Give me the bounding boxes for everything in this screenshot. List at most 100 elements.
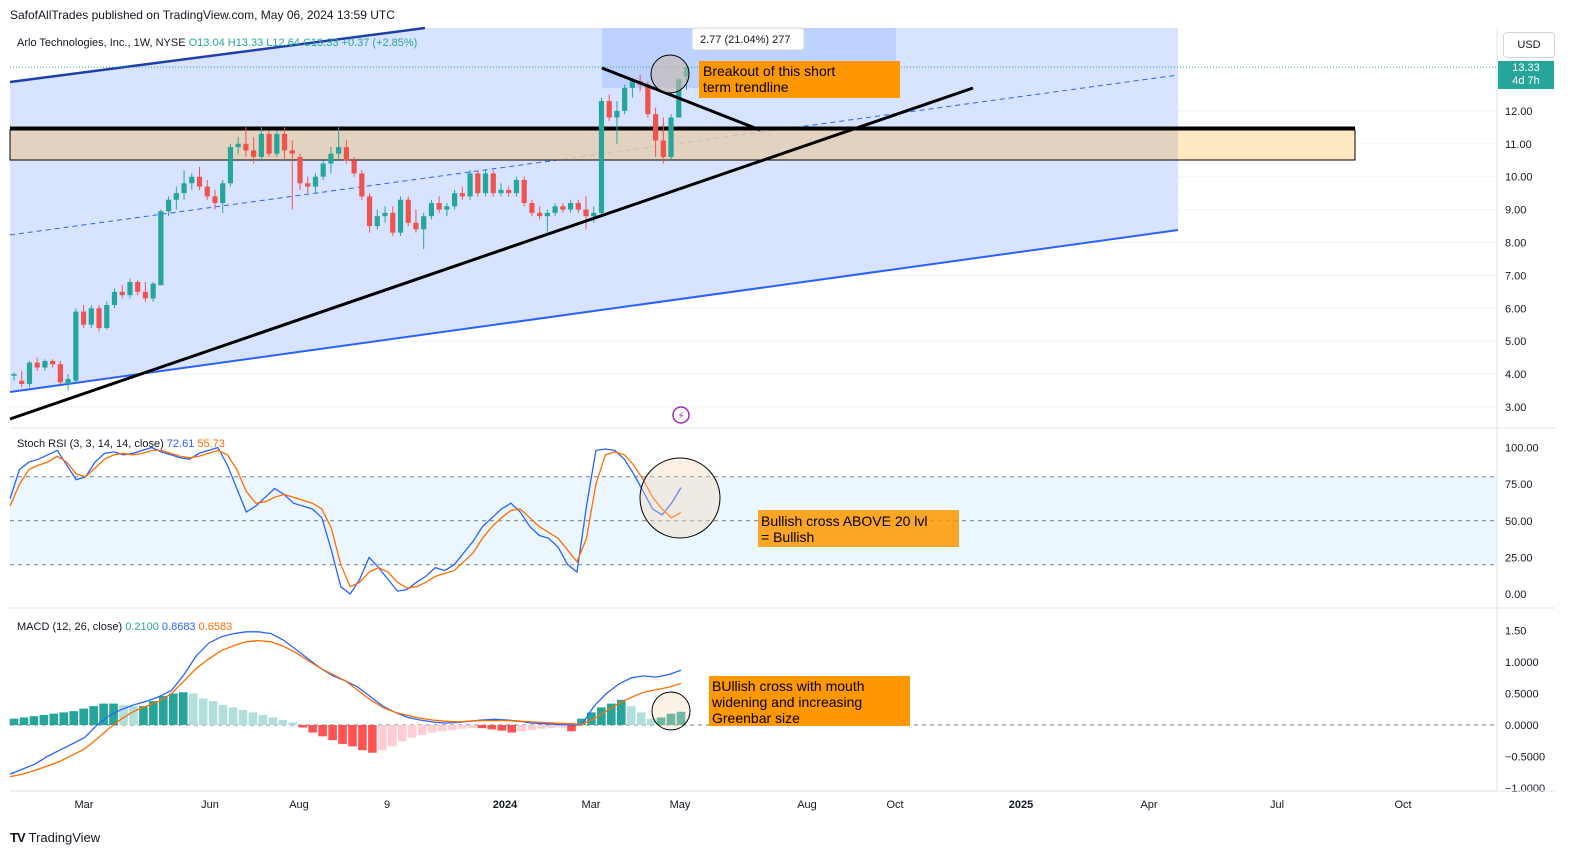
resistance-zone-border [9,129,1356,161]
candle-body [374,216,380,227]
candle-body [668,117,674,157]
time-tick-label: Aug [289,799,309,811]
candle-body [166,199,172,212]
macd-histogram-bar [198,698,208,725]
macd-histogram-bar [636,712,646,725]
macd-histogram-bar [477,725,487,729]
stoch-annotation-box [758,510,959,547]
macd-histogram-bar [39,714,49,725]
currency-button[interactable]: USD [1503,32,1555,58]
price-annotation: Breakout of this short term trendline [703,63,835,95]
macd-histogram-bar [208,701,218,725]
stoch-rsi-pane: 0.00 25.00 50.00 75.00 100.00 Bullish cross A… [9,438,1555,609]
macd-histogram-bar [368,725,377,753]
candle-body [629,81,635,88]
macd-histogram-bar [149,701,158,725]
candle-body [243,143,249,151]
last-price-value: 13.33 [1512,62,1540,74]
candle-body [413,222,419,230]
stoch-tick-label: 100.00 [1505,443,1539,455]
stoch-d-line [9,449,682,589]
macd-tick-label: 0.0000 [1505,720,1539,732]
candle-body [506,189,512,194]
price-tick-label: 4.00 [1505,369,1526,381]
macd-histogram-bar [358,725,367,751]
price-tick-label: 12.00 [1505,106,1533,118]
candle-body [521,179,527,204]
macd-histogram-bar [427,725,437,733]
stoch-legend: Stoch RSI (3, 3, 14, 14, close) 72.61 55… [17,438,225,450]
tradingview-logo[interactable]: TV TradingView [10,830,100,845]
candle-body [614,110,620,118]
macd-histogram-bar [129,706,138,725]
candle-body [88,308,94,325]
candle-body [50,360,56,365]
macd-histogram-bar [447,725,457,731]
candle-body [475,173,481,194]
price-tick-label: 6.00 [1505,303,1526,315]
candle-body [34,362,40,368]
candle-body [336,147,342,154]
candle-body [26,362,33,384]
candle-body [583,209,589,217]
macd-histogram-bar [139,706,148,725]
candle-body [397,199,404,233]
candle-body [42,360,48,368]
macd-histogram-bar [238,709,248,725]
macd-histogram-bar [417,725,427,736]
candle-body [135,281,141,292]
candle-body [405,199,411,223]
candle-body [428,203,435,217]
time-tick-label: 2024 [493,799,518,811]
measure-label: 2.77 (21.04%) 277 [700,34,791,46]
stoch-cross-circle [639,457,721,539]
candle-body [158,211,164,286]
macd-histogram-bar [407,725,417,738]
macd-histogram-bar [338,725,347,744]
candle-body [258,133,264,157]
candle-body [251,150,257,157]
publish-info: SafofAllTrades published on TradingView.… [10,8,395,22]
candle-body [645,84,651,115]
stoch-tick-label: 25.00 [1505,552,1533,564]
candle-body [73,311,79,381]
candle-body [65,379,71,384]
price-tick-label: 9.00 [1505,205,1526,217]
macd-histogram-bar [676,711,686,725]
macd-histogram-bar [457,725,467,729]
macd-histogram-bar [567,725,576,732]
macd-histogram-bar [99,703,108,725]
price-tick-label: 7.00 [1505,270,1526,282]
macd-histogram-bar [308,725,317,733]
price-tick-label: 10.00 [1505,172,1533,184]
macd-tick-label: −1.0000 [1505,783,1545,795]
candle-body [142,291,149,299]
time-tick-label: Mar [75,799,94,811]
stoch-tick-label: 75.00 [1505,479,1533,491]
macd-histogram-bar [537,725,546,729]
macd-pane: −1.0000 −0.5000 0.0000 0.5000 1.0000 1.50 BUll… [9,621,1545,795]
macd-histogram-bar [109,703,118,725]
candle-body [305,183,311,187]
macd-histogram-bar [79,708,88,725]
macd-annotation-box [709,676,910,726]
candle-body [482,173,489,194]
price-pane: 3.00 4.00 5.00 6.00 7.00 8.00 9.00 10.00 11.00 12… [9,26,1555,429]
macd-histogram-bar [59,712,69,725]
macd-histogram-bar [328,725,337,741]
candle-body [297,156,303,184]
macd-histogram-bar [218,704,228,725]
candle-body [622,87,628,111]
short-term-trendline [601,66,761,132]
macd-histogram-bar [646,718,656,725]
macd-histogram-bar [318,725,327,737]
macd-line [9,631,682,775]
candle-body [312,176,319,187]
macd-histogram-bar [29,716,39,725]
candle-body [104,305,110,329]
macd-histogram-bar [616,699,626,725]
tradingview-logo-icon: TV [10,830,26,845]
macd-histogram-bar [397,725,407,742]
candle-body [289,150,295,154]
